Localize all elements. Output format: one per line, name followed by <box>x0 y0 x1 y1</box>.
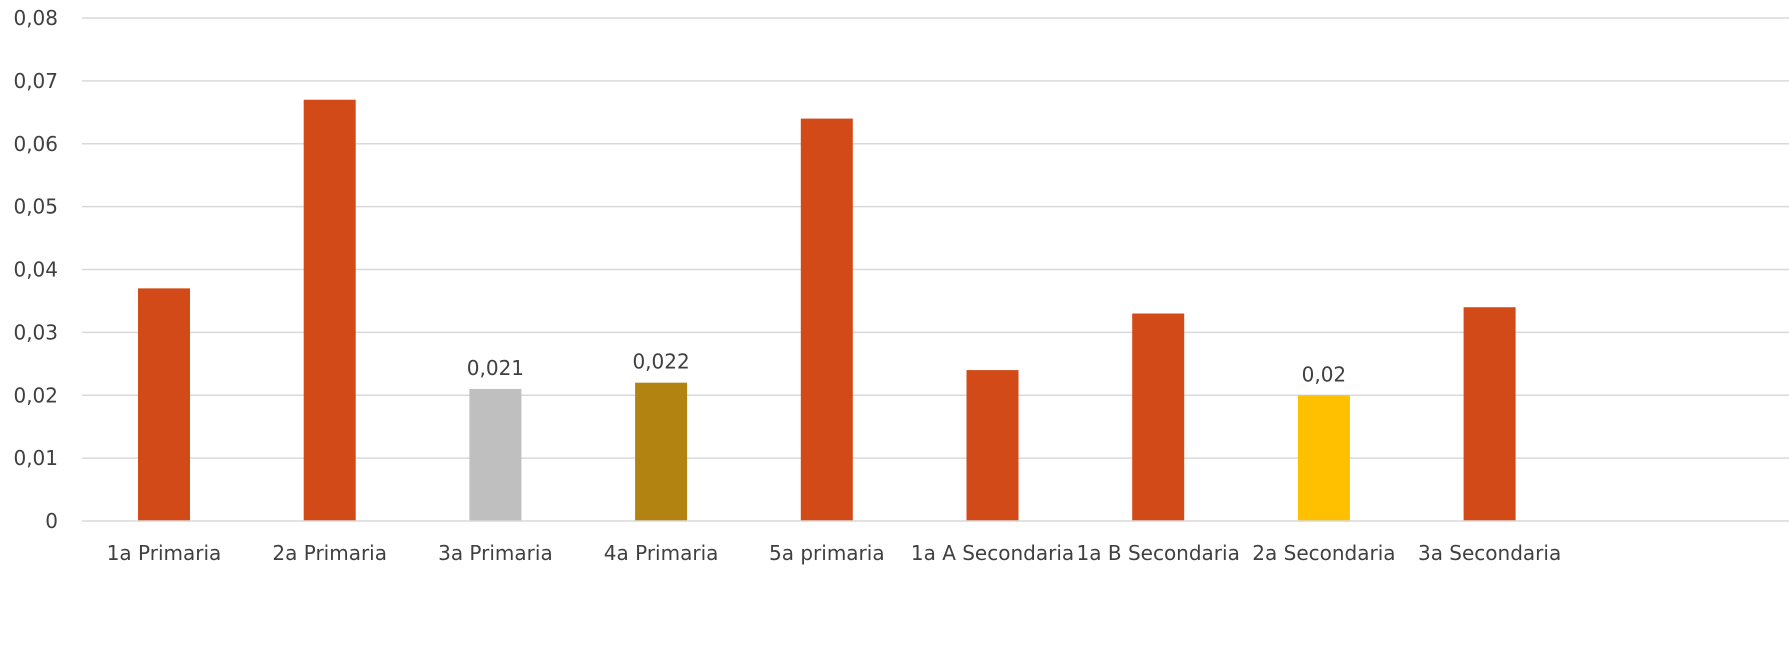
y-tick-label: 0,06 <box>13 132 58 156</box>
x-category-label: 3a Secondaria <box>1418 541 1561 565</box>
bar <box>966 370 1019 521</box>
y-tick-label: 0,08 <box>13 6 58 30</box>
bar <box>1132 313 1185 521</box>
y-tick-label: 0 <box>45 509 58 533</box>
x-category-label: 1a B Secondaria <box>1077 541 1240 565</box>
y-tick-label: 0,05 <box>13 195 58 219</box>
y-tick-label: 0,02 <box>13 383 58 407</box>
x-category-label: 2a Secondaria <box>1252 541 1395 565</box>
bar <box>469 388 522 521</box>
y-tick-label: 0,03 <box>13 320 58 344</box>
y-tick-label: 0,04 <box>13 258 58 282</box>
x-category-label: 4a Primaria <box>604 541 719 565</box>
x-category-label: 5a primaria <box>769 541 885 565</box>
bar <box>303 99 356 522</box>
bar <box>635 382 688 521</box>
bar <box>1463 307 1516 521</box>
y-tick-label: 0,01 <box>13 446 58 470</box>
x-axis-categories: 1a Primaria 2a Primaria 3a Primaria 4a Prim… <box>107 541 1562 565</box>
x-category-label: 2a Primaria <box>272 541 387 565</box>
data-label: 0,021 <box>467 356 524 380</box>
data-label: 0,02 <box>1302 362 1347 386</box>
y-tick-label: 0,07 <box>13 69 58 93</box>
y-axis-ticks: 0 0,01 0,02 0,03 0,04 0,05 0,06 0,07 0,08 <box>13 6 58 533</box>
data-labels: 0,021 0,022 0,02 <box>467 350 1346 387</box>
x-category-label: 1a A Secondaria <box>911 541 1074 565</box>
gridlines <box>82 17 1789 459</box>
data-label: 0,022 <box>632 350 689 374</box>
bar <box>1297 395 1350 521</box>
x-category-label: 3a Primaria <box>438 541 553 565</box>
bar <box>138 288 190 521</box>
bars <box>138 99 1516 522</box>
x-category-label: 1a Primaria <box>107 541 222 565</box>
bar <box>800 118 853 521</box>
